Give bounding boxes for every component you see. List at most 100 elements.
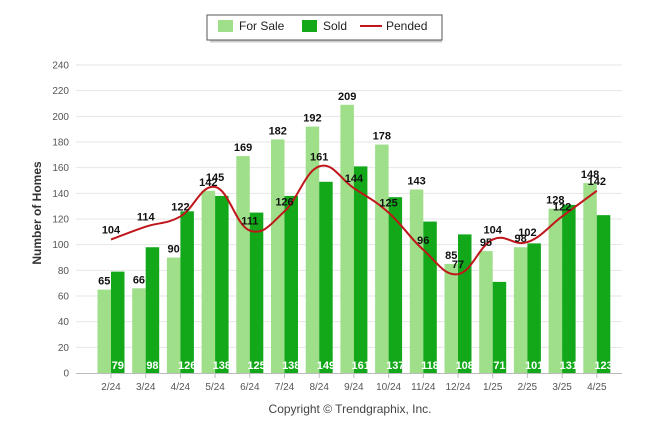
pended-value-label: 144: [345, 173, 364, 185]
y-tick-label: 60: [58, 292, 70, 303]
x-tick-label: 7/24: [275, 382, 295, 393]
pended-line: [110, 164, 598, 276]
for-sale-value-label: 98: [515, 233, 527, 245]
bar-for-sale: [548, 208, 563, 373]
sold-value-label: 79: [112, 360, 124, 372]
sold-value-label: 123: [594, 360, 612, 372]
sold-value-label: 138: [213, 360, 231, 372]
y-tick-label: 80: [58, 266, 70, 277]
bar-for-sale: [340, 104, 354, 374]
bar-sold: [249, 212, 264, 373]
for-sale-value-label: 182: [269, 125, 287, 137]
bars: [97, 104, 611, 374]
y-axis-title: Number of Homes: [30, 161, 44, 265]
pended-value-label: 125: [379, 198, 397, 210]
sold-value-label: 125: [247, 360, 265, 372]
for-sale-value-label: 209: [338, 91, 356, 103]
for-sale-value-label: 192: [303, 113, 321, 125]
legend: For Sale Sold Pended: [206, 14, 443, 43]
pended-value-label: 77: [452, 259, 464, 271]
sold-value-label: 71: [493, 360, 505, 372]
sold-value-label: 161: [351, 360, 369, 372]
y-tick-label: 140: [52, 189, 69, 200]
bar-sold: [388, 197, 403, 373]
legend-label-for-sale: For Sale: [239, 19, 285, 33]
y-tick-label: 180: [52, 138, 69, 149]
x-tick-label: 4/24: [171, 382, 191, 393]
bar-for-sale: [375, 144, 389, 373]
x-tick-label: 11/24: [411, 382, 436, 393]
x-tick-label: 8/24: [309, 382, 329, 393]
y-tick-label: 160: [52, 163, 69, 174]
pended-value-label: 96: [417, 235, 429, 247]
sold-value-label: 101: [525, 360, 543, 372]
for-sale-value-label: 143: [407, 175, 425, 187]
bar-for-sale: [583, 183, 597, 373]
y-tick-label: 40: [58, 317, 70, 328]
for-sale-value-label: 142: [199, 177, 217, 189]
bar-for-sale: [166, 257, 181, 373]
sold-value-label: 149: [317, 360, 335, 372]
pended-value-label: 142: [588, 176, 606, 188]
x-tick-label: 3/24: [136, 382, 156, 393]
y-tick-label: 100: [52, 240, 69, 251]
y-tick-label: 20: [58, 343, 70, 354]
sold-value-label: 108: [456, 360, 474, 372]
pended-value-label: 126: [275, 196, 293, 208]
bar-for-sale: [409, 189, 424, 373]
legend-box: [206, 14, 443, 41]
y-tick-label: 0: [63, 369, 69, 380]
sold-value-label: 126: [178, 360, 196, 372]
x-tick-label: 2/24: [101, 382, 121, 393]
bar-sold: [284, 195, 298, 373]
bar-sold: [458, 234, 472, 373]
for-sale-value-label: 65: [98, 276, 110, 288]
pended-value-label: 122: [553, 201, 571, 213]
sold-value-label: 138: [282, 360, 300, 372]
sold-value-label: 131: [560, 360, 578, 372]
for-sale-value-label: 178: [373, 131, 391, 143]
bar-for-sale: [97, 289, 111, 373]
x-tick-label: 10/24: [376, 382, 401, 393]
x-tick-label: 9/24: [344, 382, 364, 393]
for-sale-value-label: 90: [168, 244, 180, 256]
bar-for-sale: [444, 263, 458, 373]
x-tick-label: 5/24: [205, 382, 225, 393]
for-sale-value-label: 95: [480, 237, 492, 249]
pended-value-label: 102: [518, 227, 536, 239]
bar-for-sale: [236, 156, 250, 373]
axes: 0 20 40 60 80 100 120 140 160 180 200 220 240 2/24 3/2…: [52, 61, 622, 393]
bar-sold: [353, 166, 368, 373]
bar-for-sale: [305, 126, 320, 373]
data-labels: 65 79 104 66 98 114 90 126 122 142 138 145 169 125 111…: [98, 91, 613, 372]
x-tick-label: 3/25: [552, 382, 572, 393]
bar-for-sale: [513, 247, 528, 373]
chart-credit: Copyright © Trendgraphix, Inc.: [269, 402, 432, 416]
pended-line-path: [110, 164, 598, 276]
legend-label-sold: Sold: [323, 19, 347, 33]
x-tick-label: 6/24: [240, 382, 260, 393]
bar-for-sale: [479, 251, 493, 373]
bar-for-sale: [132, 288, 146, 373]
pended-value-label: 114: [137, 212, 156, 224]
for-sale-value-label: 169: [234, 142, 252, 154]
for-sale-value-label: 128: [546, 195, 564, 207]
legend-swatch-for-sale: [218, 20, 233, 32]
y-tick-label: 200: [52, 112, 69, 123]
bar-sold: [527, 243, 541, 373]
bar-sold: [492, 281, 507, 373]
x-tick-label: 2/25: [518, 382, 538, 393]
bar-sold: [562, 204, 576, 373]
pended-value-label: 145: [206, 172, 224, 184]
for-sale-value-label: 148: [581, 169, 599, 181]
bar-sold: [596, 215, 611, 373]
legend-swatch-sold: [302, 20, 317, 32]
for-sale-value-label: 85: [445, 250, 457, 262]
pended-value-label: 122: [171, 201, 189, 213]
bar-for-sale: [271, 139, 285, 373]
x-tick-label: 1/25: [483, 382, 503, 393]
y-tick-label: 220: [52, 86, 69, 97]
for-sale-value-label: 66: [133, 274, 145, 286]
bar-sold: [180, 211, 194, 373]
